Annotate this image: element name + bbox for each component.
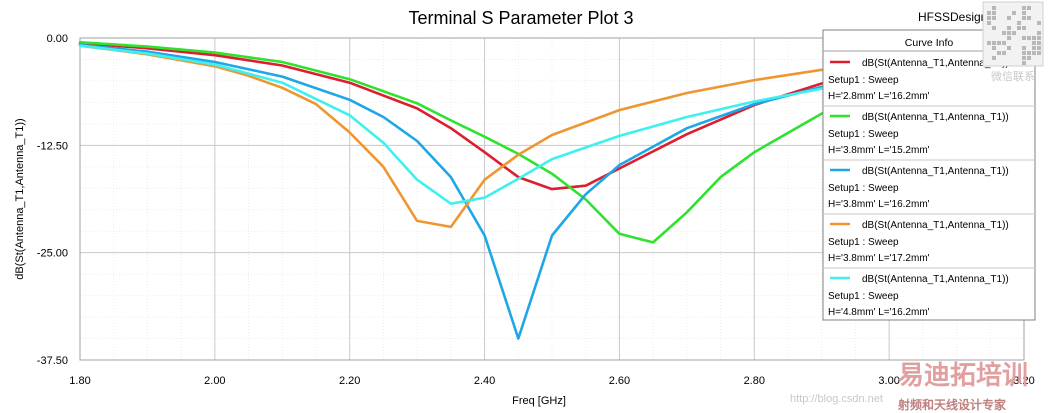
- qr-caption: 微信联系: [991, 69, 1035, 83]
- legend[interactable]: Curve Info dB(St(Antenna_T1,Antenna_T1))…: [822, 29, 1036, 321]
- qr-watermark: 微信联系: [982, 1, 1044, 83]
- legend-setup: Setup1 : Sweep: [828, 237, 899, 248]
- y-tick-label: -37.50: [37, 355, 68, 367]
- y-tick-label: -12.50: [37, 140, 68, 152]
- y-tick-label: -25.00: [37, 248, 68, 260]
- x-tick-label: 2.20: [339, 375, 360, 387]
- legend-series-name: dB(St(Antenna_T1,Antenna_T1)): [862, 58, 1009, 69]
- x-tick-label: 3.00: [878, 375, 899, 387]
- chart-title: Terminal S Parameter Plot 3: [408, 8, 633, 28]
- legend-setup: Setup1 : Sweep: [828, 75, 899, 86]
- legend-box: [822, 29, 1036, 321]
- legend-entries: dB(St(Antenna_T1,Antenna_T1)) Setup1 : Sw…: [823, 58, 1035, 318]
- x-tick-label: 2.40: [474, 375, 495, 387]
- y-tick-labels: 0.00 -12.50 -25.00 -37.50: [37, 33, 68, 367]
- x-tick-label: 3.20: [1013, 375, 1034, 387]
- x-tick-label: 1.80: [69, 375, 90, 387]
- logo-watermark: 易迪拓培训 射频和天线设计专家: [897, 360, 1028, 412]
- y-axis-label: dB(St(Antenna_T1,Antenna_T1)): [14, 118, 26, 279]
- legend-series-name: dB(St(Antenna_T1,Antenna_T1)): [862, 274, 1009, 285]
- legend-series-name: dB(St(Antenna_T1,Antenna_T1)): [862, 112, 1009, 123]
- y-tick-label: 0.00: [47, 33, 68, 45]
- x-tick-labels: 1.80 2.00 2.20 2.40 2.60 2.80 3.00 3.20: [69, 375, 1034, 387]
- x-tick-label: 2.80: [744, 375, 765, 387]
- logo-subtitle: 射频和天线设计专家: [897, 397, 1007, 412]
- legend-setup: Setup1 : Sweep: [828, 129, 899, 140]
- legend-title: Curve Info: [905, 37, 954, 49]
- site-watermark: http://blog.csdn.net: [790, 393, 883, 405]
- legend-params: H='2.8mm' L='16.2mm': [828, 91, 930, 102]
- legend-series-name: dB(St(Antenna_T1,Antenna_T1)): [862, 220, 1009, 231]
- x-tick-label: 2.00: [204, 375, 225, 387]
- series-line-4: [78, 44, 1026, 229]
- legend-setup: Setup1 : Sweep: [828, 291, 899, 302]
- legend-params: H='3.8mm' L='15.2mm': [828, 145, 930, 156]
- logo-text: 易迪拓培训: [898, 360, 1028, 390]
- legend-params: H='4.8mm' L='16.2mm': [828, 307, 930, 318]
- legend-params: H='3.8mm' L='16.2mm': [828, 199, 930, 210]
- x-axis-label: Freq [GHz]: [512, 395, 566, 407]
- legend-setup: Setup1 : Sweep: [828, 183, 899, 194]
- x-tick-label: 2.60: [609, 375, 630, 387]
- design-name: HFSSDesign1: [918, 10, 994, 24]
- series-line-2: [78, 40, 1026, 244]
- legend-series-name: dB(St(Antenna_T1,Antenna_T1)): [862, 166, 1009, 177]
- series-line-3: [78, 43, 1026, 340]
- legend-params: H='3.8mm' L='17.2mm': [828, 253, 930, 264]
